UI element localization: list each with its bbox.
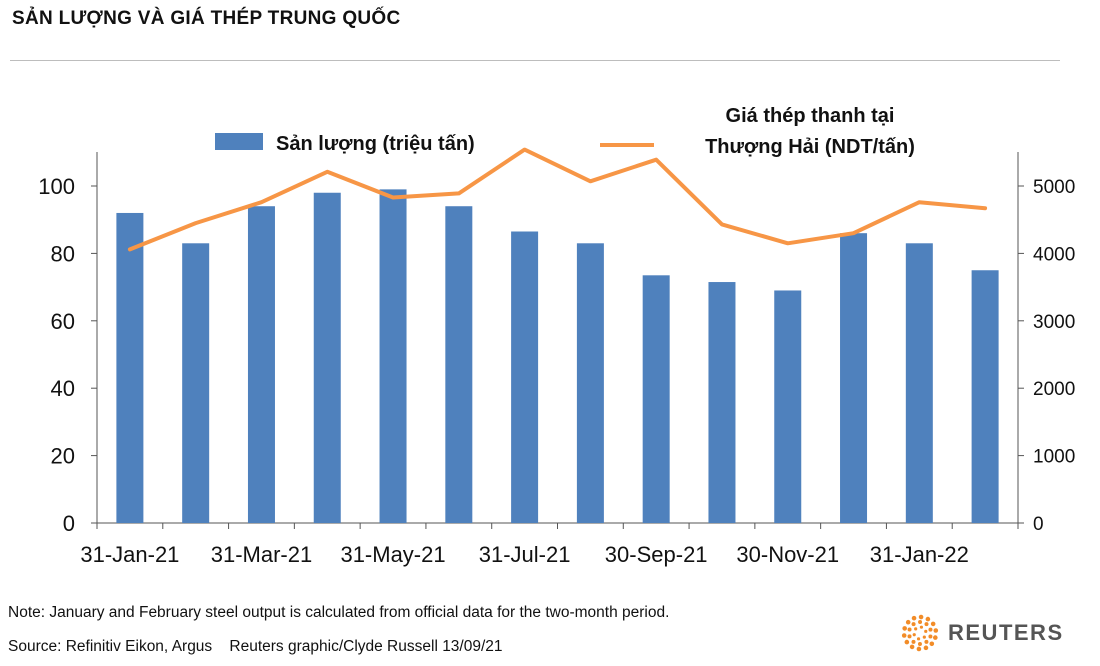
logo-dot (929, 641, 935, 647)
right-axis-tick-label: 2000 (1033, 379, 1075, 400)
bar (182, 243, 210, 524)
x-axis-tick-label: 31-Jul-21 (479, 542, 571, 567)
logo-dot (907, 627, 912, 632)
logo-dot (916, 646, 922, 652)
legend-bar-swatch (215, 133, 263, 150)
bar (840, 233, 868, 523)
bar (313, 192, 341, 524)
logo-dot (922, 635, 926, 639)
price-line (127, 147, 988, 252)
logo-dot (924, 639, 929, 644)
logo-dot (933, 635, 938, 640)
logo-dot (901, 633, 907, 638)
bar (708, 282, 736, 523)
logo-dot (918, 614, 924, 620)
logo-dot (904, 639, 910, 645)
bar (247, 206, 275, 523)
logo-dot (918, 620, 923, 624)
left-axis-tick-label: 80 (51, 241, 75, 266)
chart-source: Source: Refinitiv Eikon, Argus Reuters g… (8, 638, 503, 655)
reuters-logo-icon (901, 614, 939, 652)
x-axis-tick-label: 31-Jan-22 (870, 542, 969, 567)
chart-title: SẢN LƯỢNG VÀ GIÁ THÉP TRUNG QUỐC (12, 8, 401, 29)
bar (116, 212, 144, 523)
logo-dot (902, 626, 907, 631)
logo-dot (924, 622, 929, 627)
left-axis-tick-label: 100 (38, 174, 75, 199)
logo-dot (924, 629, 928, 633)
right-axis-tick-label: 5000 (1033, 177, 1075, 198)
x-axis-tick-label: 31-Mar-21 (211, 542, 312, 567)
logo-dot (919, 625, 924, 629)
logo-dot (933, 628, 939, 633)
logo-dot (928, 634, 933, 639)
logo-dot (909, 644, 915, 650)
bar (774, 290, 802, 523)
logo-dot (911, 622, 916, 627)
logo-dot (923, 645, 929, 651)
bar (511, 231, 539, 523)
legend-line-label-1: Giá thép thanh tại (726, 105, 895, 127)
logo-dot (925, 616, 931, 622)
logo-dot (914, 627, 918, 631)
title-divider (10, 60, 1060, 61)
bar (576, 243, 604, 524)
logo-dot (911, 615, 917, 621)
x-axis-tick-label: 30-Sep-21 (605, 542, 708, 567)
right-axis-tick-label: 0 (1033, 514, 1044, 535)
logo-dot (911, 639, 916, 644)
left-axis-tick-label: 40 (51, 376, 75, 401)
logo-dot (930, 621, 936, 627)
reuters-logo-text: REUTERS (948, 620, 1064, 645)
logo-dot (928, 627, 933, 632)
left-axis-tick-label: 0 (63, 511, 75, 536)
logo-dot (912, 633, 916, 637)
logo-dot (905, 619, 911, 625)
right-axis-tick-label: 1000 (1033, 447, 1075, 468)
chart-note: Note: January and February steel output … (8, 604, 670, 621)
legend-line-label-2: Thượng Hải (NDT/tấn) (705, 136, 915, 158)
logo-dot (917, 642, 922, 646)
x-axis-tick-label: 31-Jan-21 (80, 542, 179, 567)
x-axis-tick-label: 30-Nov-21 (736, 542, 839, 567)
combo-chart: 02040608010001000200030004000500031-Jan-… (38, 105, 1075, 567)
left-axis-tick-label: 60 (51, 309, 75, 334)
reuters-logo: REUTERS (900, 608, 1090, 658)
legend-bar-label: Sản lượng (triệu tấn) (276, 133, 475, 155)
logo-dot (907, 634, 912, 639)
logo-dot (916, 637, 921, 641)
bar (445, 206, 473, 523)
x-axis-tick-label: 31-May-21 (340, 542, 445, 567)
right-axis-tick-label: 3000 (1033, 312, 1075, 333)
right-axis-tick-label: 4000 (1033, 244, 1075, 265)
left-axis-tick-label: 20 (51, 444, 75, 469)
bar (905, 243, 933, 524)
bar (971, 270, 999, 523)
bar (379, 189, 407, 523)
bar (642, 275, 670, 523)
